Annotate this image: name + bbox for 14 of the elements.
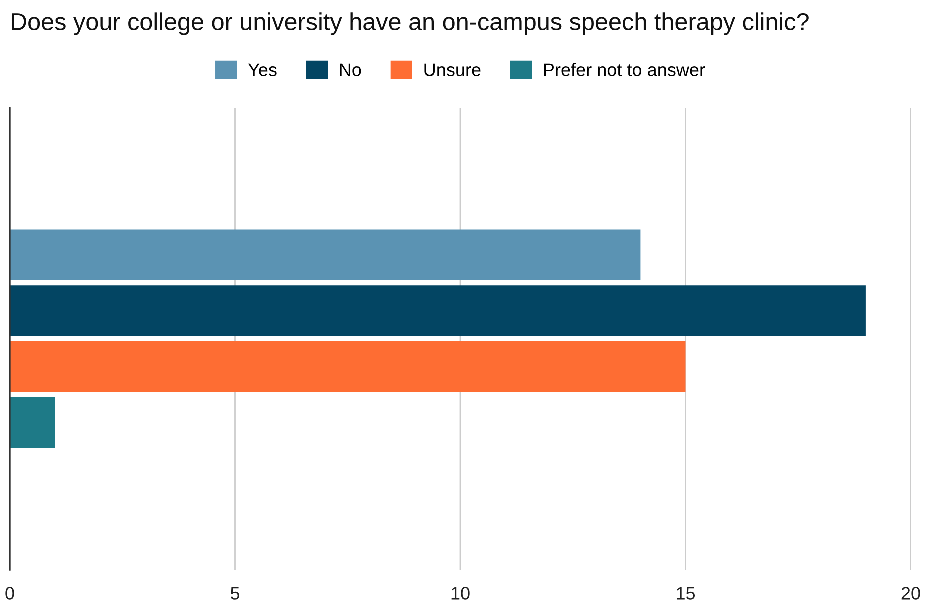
- bar: [10, 397, 56, 448]
- legend-label: Yes: [248, 64, 277, 76]
- x-tick-label: 5: [230, 587, 240, 600]
- bar: [10, 230, 641, 281]
- bar: [10, 342, 686, 392]
- x-tick-label: 10: [452, 587, 470, 600]
- legend-label: Unsure: [424, 64, 481, 76]
- x-tick-label: 20: [902, 587, 920, 600]
- x-tick-label: 0: [6, 587, 14, 600]
- chart-title: Does your college or university have an on-campus speech therapy clinic?: [12, 12, 809, 36]
- x-tick-label: 15: [677, 587, 696, 600]
- bar: [10, 286, 866, 336]
- legend-label: No: [340, 64, 362, 76]
- legend-label: Prefer not to answer: [544, 63, 706, 76]
